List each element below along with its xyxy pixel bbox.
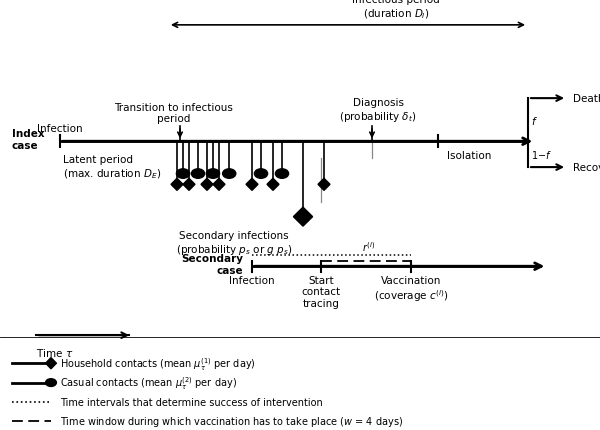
Text: Start
contact
tracing: Start contact tracing	[301, 275, 341, 308]
Polygon shape	[246, 179, 258, 191]
Polygon shape	[267, 179, 279, 191]
Text: Latent period
(max. duration $D_E$): Latent period (max. duration $D_E$)	[63, 155, 161, 180]
Text: Infectious period
(duration $D_I$): Infectious period (duration $D_I$)	[352, 0, 440, 21]
Circle shape	[223, 169, 236, 179]
Text: Household contacts (mean $\mu_\tau^{(1)}$ per day): Household contacts (mean $\mu_\tau^{(1)}…	[60, 355, 256, 372]
Text: $r^{(i)}$: $r^{(i)}$	[362, 240, 376, 254]
Polygon shape	[213, 179, 225, 191]
Text: Index
case: Index case	[12, 129, 44, 150]
Polygon shape	[293, 208, 313, 227]
Circle shape	[176, 169, 190, 179]
Text: Vaccination
(coverage $c^{(i)}$): Vaccination (coverage $c^{(i)}$)	[374, 275, 448, 303]
Text: $1$$-$$f$: $1$$-$$f$	[531, 149, 552, 161]
Polygon shape	[46, 358, 56, 369]
Text: Infection: Infection	[229, 275, 275, 285]
Text: $f$: $f$	[531, 114, 538, 126]
Circle shape	[206, 169, 220, 179]
Polygon shape	[318, 179, 330, 191]
Text: Recovery: Recovery	[573, 163, 600, 173]
Text: Secondary infections
(probability $p_s$ or $g$ $p_s$): Secondary infections (probability $p_s$ …	[176, 230, 292, 256]
Circle shape	[275, 169, 289, 179]
Circle shape	[46, 379, 56, 387]
Polygon shape	[183, 179, 195, 191]
Text: Infection: Infection	[37, 124, 83, 134]
Text: Time intervals that determine success of intervention: Time intervals that determine success of…	[60, 397, 323, 407]
Text: Secondary
case: Secondary case	[181, 254, 243, 275]
Text: Death: Death	[573, 94, 600, 104]
Circle shape	[254, 169, 268, 179]
Polygon shape	[201, 179, 213, 191]
Text: Time window during which vaccination has to take place ($w$ = 4 days): Time window during which vaccination has…	[60, 415, 403, 428]
Text: Transition to infectious
period: Transition to infectious period	[115, 102, 233, 124]
Polygon shape	[171, 179, 183, 191]
Text: Casual contacts (mean $\mu_\tau^{(2)}$ per day): Casual contacts (mean $\mu_\tau^{(2)}$ p…	[60, 375, 237, 391]
Text: Diagnosis
(probability $\delta_t$): Diagnosis (probability $\delta_t$)	[339, 98, 417, 124]
Text: Time $\tau$: Time $\tau$	[36, 346, 73, 358]
Circle shape	[191, 169, 205, 179]
Text: Isolation: Isolation	[447, 150, 491, 160]
